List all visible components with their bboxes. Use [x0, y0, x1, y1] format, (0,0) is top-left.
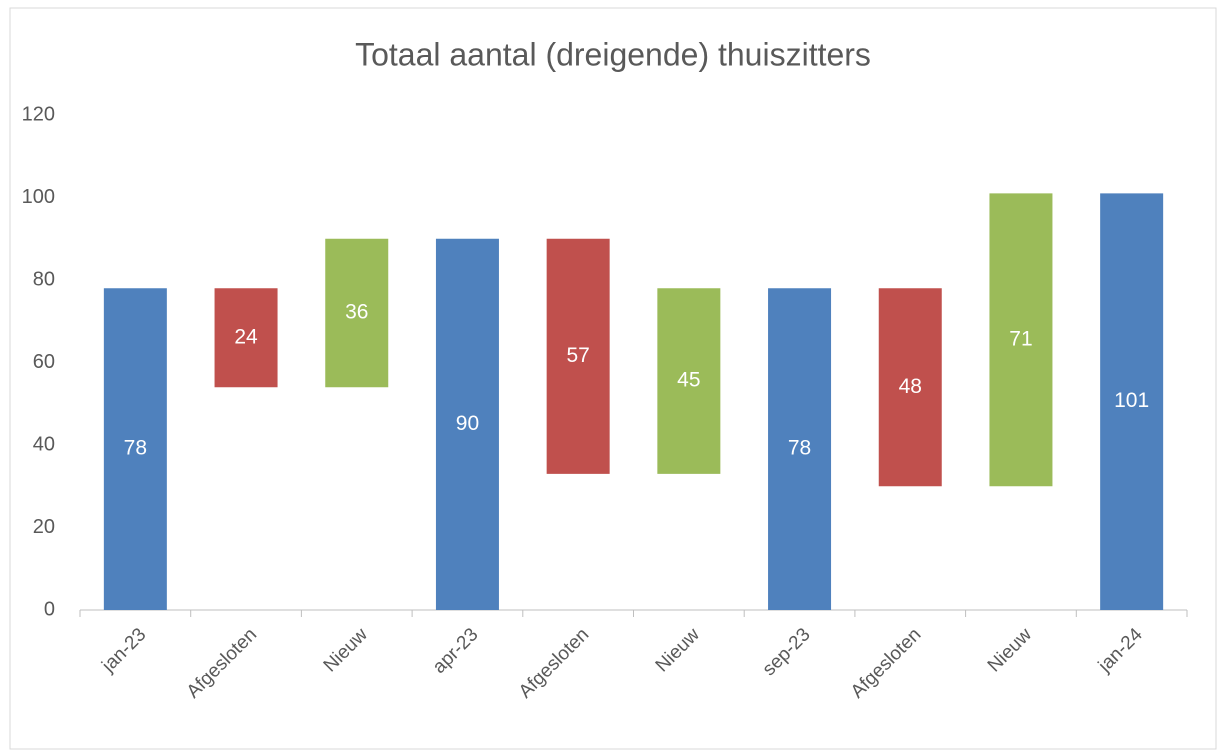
- y-tick-label: 120: [22, 103, 55, 125]
- data-label: 101: [1114, 389, 1149, 412]
- y-tick-label: 40: [33, 433, 55, 455]
- data-label: 57: [566, 344, 589, 367]
- y-tick-label: 60: [33, 351, 55, 373]
- data-label: 48: [899, 375, 922, 398]
- data-label: 45: [677, 369, 700, 392]
- bar: [214, 288, 278, 388]
- bar: [435, 238, 499, 610]
- data-label: 90: [456, 412, 479, 435]
- bar: [989, 193, 1053, 487]
- bar: [103, 288, 167, 610]
- bar: [768, 288, 832, 610]
- y-tick-label: 20: [33, 516, 55, 538]
- y-tick-label: 0: [44, 598, 55, 620]
- data-label: 78: [124, 437, 147, 460]
- data-label: 24: [234, 325, 258, 348]
- bar: [657, 288, 721, 474]
- chart-title: Totaal aantal (dreigende) thuiszitters: [355, 36, 871, 72]
- data-label: 36: [345, 301, 368, 324]
- bar: [878, 288, 942, 487]
- bar: [325, 238, 389, 388]
- data-label: 71: [1009, 327, 1032, 350]
- bar: [546, 238, 610, 474]
- data-label: 78: [788, 437, 811, 460]
- y-tick-label: 100: [22, 186, 55, 208]
- y-tick-label: 80: [33, 268, 55, 290]
- bar: [1100, 193, 1164, 610]
